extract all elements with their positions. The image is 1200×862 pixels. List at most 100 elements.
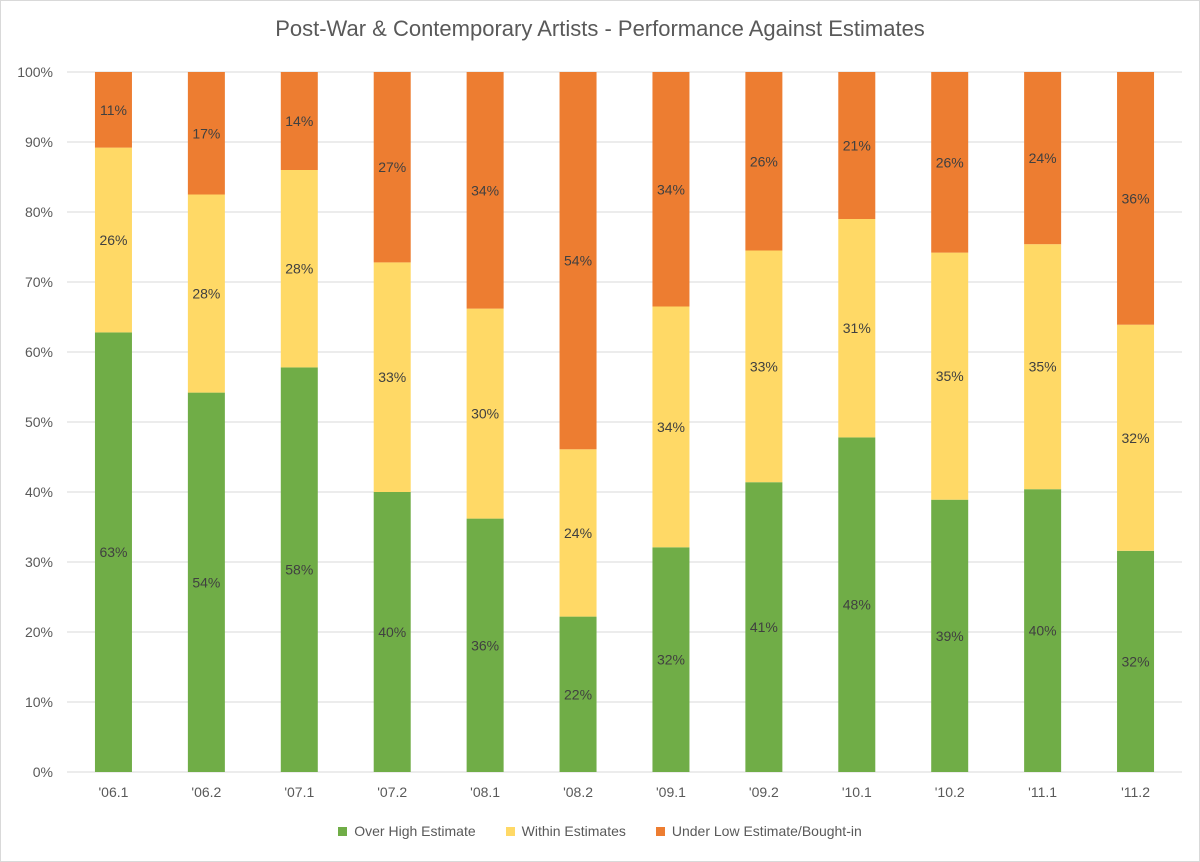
legend-swatch bbox=[655, 826, 665, 836]
legend-label: Over High Estimate bbox=[354, 823, 476, 839]
y-tick-label: 50% bbox=[25, 414, 53, 430]
bar-segment bbox=[1024, 489, 1062, 772]
legend-item: Within Estimates bbox=[505, 823, 626, 839]
bar-segment bbox=[373, 262, 411, 492]
data-label: 17% bbox=[192, 125, 220, 141]
legend-item: Under Low Estimate/Bought-in bbox=[655, 823, 862, 839]
bar-segment bbox=[280, 170, 318, 368]
bar-segment bbox=[931, 499, 969, 772]
data-label: 63% bbox=[99, 544, 127, 560]
data-label: 36% bbox=[471, 637, 499, 653]
bar-segment bbox=[1117, 324, 1155, 551]
y-tick-label: 60% bbox=[25, 344, 53, 360]
bar-segment bbox=[373, 492, 411, 772]
bar-segment bbox=[559, 616, 597, 772]
bar-segment bbox=[466, 308, 504, 519]
x-tick-label: '09.2 bbox=[749, 784, 779, 800]
data-label: 27% bbox=[378, 159, 406, 175]
legend-item: Over High Estimate bbox=[338, 823, 476, 839]
data-label: 34% bbox=[657, 181, 685, 197]
x-tick-label: '07.2 bbox=[377, 784, 407, 800]
y-tick-label: 40% bbox=[25, 484, 53, 500]
data-label: 33% bbox=[750, 358, 778, 374]
bar-segment bbox=[187, 194, 225, 393]
x-tick-label: '07.1 bbox=[284, 784, 314, 800]
data-label: 26% bbox=[99, 232, 127, 248]
bar-segment bbox=[931, 72, 969, 253]
y-tick-label: 0% bbox=[33, 764, 53, 780]
x-tick-label: '06.2 bbox=[191, 784, 221, 800]
data-label: 21% bbox=[843, 138, 871, 154]
data-label: 40% bbox=[378, 624, 406, 640]
data-label: 40% bbox=[1029, 623, 1057, 639]
bar-segment bbox=[559, 72, 597, 450]
bar-segment bbox=[466, 518, 504, 772]
data-label: 54% bbox=[564, 253, 592, 269]
x-tick-label: '11.2 bbox=[1121, 784, 1150, 800]
bar-segment bbox=[280, 367, 318, 772]
bar-segment bbox=[1117, 550, 1155, 772]
legend-swatch bbox=[505, 826, 515, 836]
bar-segment bbox=[745, 482, 783, 772]
bar-segment bbox=[559, 449, 597, 617]
bar-segment bbox=[94, 147, 132, 333]
data-label: 24% bbox=[564, 525, 592, 541]
bar-segment bbox=[838, 437, 876, 772]
x-tick-label: '06.1 bbox=[98, 784, 128, 800]
data-label: 26% bbox=[936, 154, 964, 170]
x-tick-label: '11.1 bbox=[1028, 784, 1057, 800]
data-label: 22% bbox=[564, 686, 592, 702]
bar-segment bbox=[187, 72, 225, 195]
data-label: 11% bbox=[100, 102, 127, 118]
bar-segment bbox=[466, 72, 504, 309]
data-label: 32% bbox=[1122, 653, 1150, 669]
x-tick-label: '10.2 bbox=[935, 784, 965, 800]
bar-segment bbox=[94, 332, 132, 772]
bar-segment bbox=[1024, 244, 1062, 490]
data-label: 24% bbox=[1029, 150, 1057, 166]
bar-segment bbox=[838, 219, 876, 438]
legend-swatch bbox=[338, 826, 348, 836]
x-tick-label: '09.1 bbox=[656, 784, 686, 800]
data-label: 35% bbox=[1029, 359, 1057, 375]
data-label: 58% bbox=[285, 562, 313, 578]
bar-segment bbox=[1024, 72, 1062, 245]
data-label: 48% bbox=[843, 597, 871, 613]
y-tick-label: 30% bbox=[25, 554, 53, 570]
data-label: 32% bbox=[657, 652, 685, 668]
y-tick-label: 90% bbox=[25, 134, 53, 150]
data-label: 32% bbox=[1122, 430, 1150, 446]
data-label: 34% bbox=[471, 182, 499, 198]
data-label: 28% bbox=[192, 286, 220, 302]
data-label: 36% bbox=[1122, 190, 1150, 206]
y-tick-label: 70% bbox=[25, 274, 53, 290]
x-tick-label: '08.2 bbox=[563, 784, 593, 800]
bar-segment bbox=[745, 250, 783, 483]
data-label: 34% bbox=[657, 419, 685, 435]
bar-segment bbox=[652, 72, 690, 307]
data-label: 35% bbox=[936, 368, 964, 384]
data-label: 28% bbox=[285, 261, 313, 277]
y-tick-label: 20% bbox=[25, 624, 53, 640]
legend-label: Within Estimates bbox=[521, 823, 626, 839]
bar-segment bbox=[280, 72, 318, 170]
data-label: 31% bbox=[843, 320, 871, 336]
bar-segment bbox=[94, 72, 132, 148]
data-label: 39% bbox=[936, 628, 964, 644]
y-tick-label: 10% bbox=[25, 694, 53, 710]
x-tick-label: '08.1 bbox=[470, 784, 500, 800]
data-label: 33% bbox=[378, 369, 406, 385]
bar-segment bbox=[652, 547, 690, 772]
bar-segment bbox=[931, 252, 969, 500]
bar-segment bbox=[652, 306, 690, 548]
legend: Over High Estimate Within Estimates Under … bbox=[0, 823, 1200, 839]
data-label: 26% bbox=[750, 153, 778, 169]
data-label: 30% bbox=[471, 406, 499, 422]
data-label: 54% bbox=[192, 574, 220, 590]
y-tick-label: 80% bbox=[25, 204, 53, 220]
bar-segment bbox=[187, 392, 225, 772]
data-label: 41% bbox=[750, 619, 778, 635]
y-tick-label: 100% bbox=[17, 64, 53, 80]
chart-title: Post-War & Contemporary Artists - Perfor… bbox=[275, 16, 925, 41]
